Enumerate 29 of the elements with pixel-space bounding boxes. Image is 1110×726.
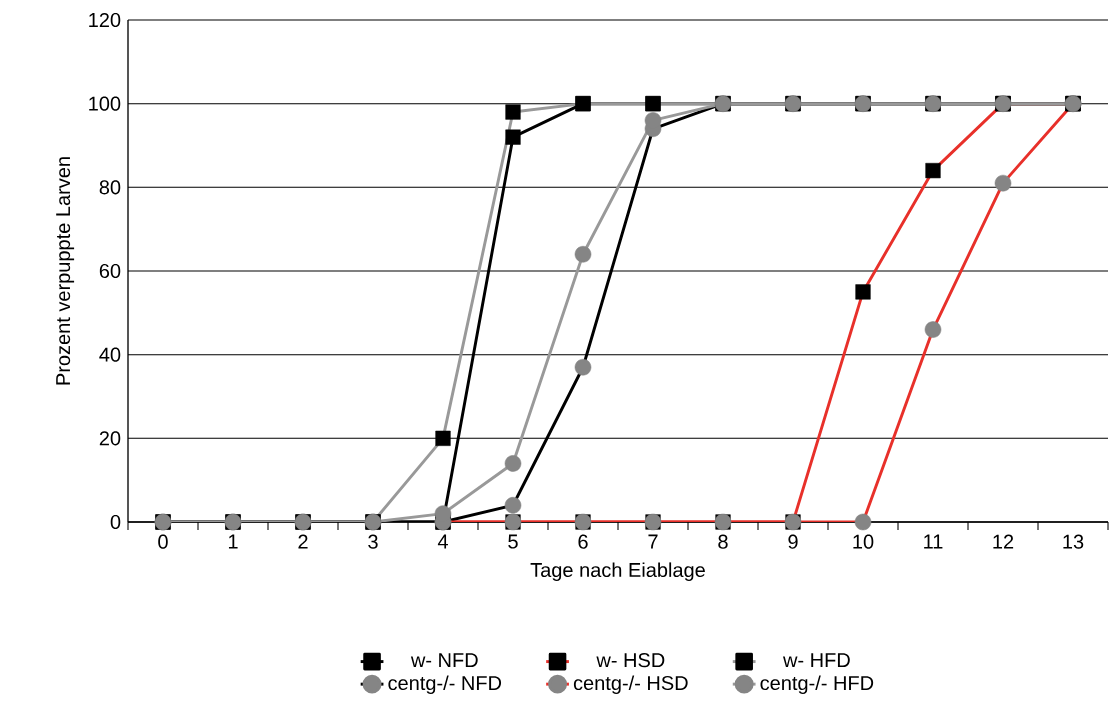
y-tick-label: 40: [99, 347, 121, 362]
legend-label: centg-/- HFD: [760, 675, 874, 695]
x-tick-label: 0: [158, 534, 168, 549]
y-tick-label: 120: [89, 12, 121, 28]
x-tick-label: 12: [993, 534, 1014, 549]
y-axis-title: Prozent verpuppte Larven: [56, 157, 75, 385]
x-tick-label: 4: [437, 534, 448, 549]
x-tick-label: 9: [788, 534, 798, 549]
x-tick-label: 13: [1063, 534, 1084, 549]
x-tick-label: 3: [368, 534, 378, 549]
x-tick-label: 8: [718, 534, 728, 549]
legend-label: centg-/- NFD: [388, 675, 502, 695]
x-tick-label: 5: [508, 534, 518, 549]
y-tick-label: 0: [110, 514, 121, 530]
x-tick-label: 10: [853, 534, 874, 549]
y-tick-label: 20: [99, 431, 121, 446]
x-tick-label: 7: [648, 534, 658, 549]
x-tick-label: 1: [228, 534, 238, 549]
legend-label: w- HSD: [596, 653, 665, 668]
y-tick-label: 100: [89, 96, 121, 111]
x-axis-title: Tage nach Eiablage: [530, 562, 705, 582]
legend-label: centg-/- HSD: [573, 675, 688, 695]
x-tick-label: 2: [298, 534, 308, 549]
legend-label: w- NFD: [410, 653, 478, 667]
legend-label: w- HFD: [783, 653, 850, 667]
x-tick-label: 11: [924, 534, 943, 549]
y-tick-label: 60: [99, 263, 121, 279]
y-tick-label: 80: [99, 180, 121, 195]
x-tick-label: 6: [578, 534, 588, 549]
